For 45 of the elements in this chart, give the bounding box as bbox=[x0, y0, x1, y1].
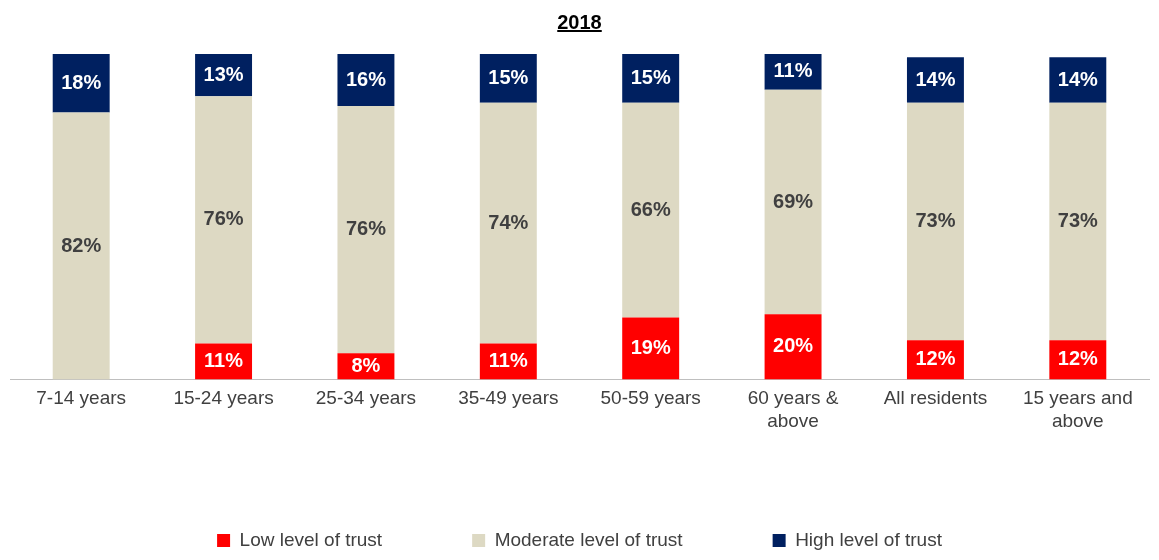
data-label: 14% bbox=[915, 67, 956, 90]
bar bbox=[906, 102, 964, 341]
x-tick-label: 50-59 years bbox=[600, 387, 701, 409]
legend-label: Moderate level of trust bbox=[494, 528, 684, 550]
data-label: 11% bbox=[773, 59, 813, 82]
x-tick-label: 15-24 years bbox=[173, 387, 274, 409]
x-tick-label: 7-14 years bbox=[36, 387, 127, 409]
bar bbox=[622, 102, 680, 318]
data-label: 12% bbox=[915, 347, 956, 370]
bar bbox=[195, 96, 253, 344]
bar bbox=[1049, 102, 1107, 341]
data-label: 82% bbox=[61, 233, 102, 256]
bar bbox=[52, 54, 110, 113]
bar bbox=[764, 314, 822, 380]
data-label: 11% bbox=[488, 349, 528, 372]
legend-label: High level of trust bbox=[795, 528, 943, 550]
data-label: 8% bbox=[351, 353, 381, 376]
data-label: 11% bbox=[204, 349, 244, 372]
data-label: 69% bbox=[773, 189, 814, 212]
data-label: 13% bbox=[203, 62, 244, 85]
data-label: 19% bbox=[630, 336, 671, 358]
data-label: 18% bbox=[61, 70, 102, 93]
data-label: 15% bbox=[488, 65, 529, 88]
data-label: 66% bbox=[630, 197, 671, 220]
data-label: 16% bbox=[345, 67, 387, 90]
bar bbox=[52, 112, 110, 380]
bar bbox=[337, 106, 395, 354]
data-label: 73% bbox=[915, 209, 956, 232]
x-tick-label: 15 years and above bbox=[1022, 387, 1133, 431]
data-label: 74% bbox=[488, 210, 529, 233]
data-label: 76% bbox=[345, 217, 387, 240]
data-label: 15% bbox=[630, 65, 671, 88]
data-label: 12% bbox=[1057, 347, 1099, 370]
data-label: 76% bbox=[203, 207, 244, 230]
x-tick-label: 60 years & above bbox=[747, 387, 839, 431]
data-label: 73% bbox=[1057, 209, 1099, 232]
data-label: 20% bbox=[773, 334, 814, 357]
legend-label: Low level of trust bbox=[239, 528, 383, 550]
data-label: 14% bbox=[1057, 67, 1099, 90]
chart-title: 2018 bbox=[556, 10, 603, 35]
x-tick-label: 25-34 years bbox=[315, 387, 417, 409]
x-tick-label: All residents bbox=[883, 387, 988, 409]
x-tick-label: 35-49 years bbox=[458, 387, 559, 409]
bar bbox=[479, 102, 537, 344]
bar bbox=[764, 89, 822, 315]
